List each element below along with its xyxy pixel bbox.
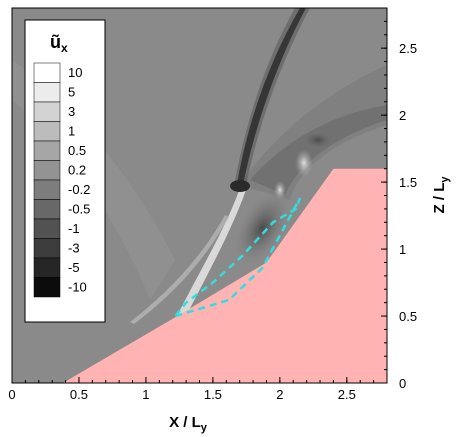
legend-swatch — [33, 277, 61, 298]
y-tick-label: 2 — [399, 108, 406, 123]
legend-swatch — [33, 62, 61, 83]
legend-level-label: -10 — [68, 280, 87, 295]
legend-swatch — [33, 257, 61, 278]
legend-swatch — [33, 238, 61, 259]
bright-pocket-lower — [274, 181, 286, 199]
recirculation-shoulder — [300, 130, 336, 150]
y-tick-label: 2.5 — [399, 41, 417, 56]
shear-layer-bright — [175, 188, 246, 322]
legend-title: ũx — [50, 32, 68, 55]
x-tick-label: 1 — [142, 387, 149, 402]
y-tick-label: 1.5 — [399, 175, 417, 190]
x-tick-label: 0.5 — [70, 387, 88, 402]
legend-swatch — [33, 199, 61, 220]
x-tick-label: 2 — [276, 387, 283, 402]
legend-level-label: 3 — [68, 104, 75, 119]
x-tick-label: 2.5 — [338, 387, 356, 402]
legend-swatch — [33, 160, 61, 181]
legend-level-label: -0.5 — [68, 202, 90, 217]
legend-level-label: -1 — [68, 221, 80, 236]
legend-swatch — [33, 82, 61, 103]
legend-swatch — [33, 218, 61, 239]
legend: ũx 10 5 3 1 0.5 0.2 -0.2 -0.5 -1 -3 -5 -10 — [24, 19, 106, 323]
legend-level-label: 5 — [68, 85, 75, 100]
legend-level-label: 10 — [68, 65, 82, 80]
wall-region — [62, 168, 388, 383]
legend-level-label: -0.2 — [68, 182, 90, 197]
bright-pocket-upper — [295, 149, 313, 177]
y-tick-label: 0 — [399, 376, 406, 391]
x-tick-label: 0 — [8, 387, 15, 402]
legend-level-label: -5 — [68, 260, 80, 275]
legend-level-label: 1 — [68, 124, 75, 139]
legend-swatch — [33, 140, 61, 161]
shock-foot — [230, 180, 250, 192]
oblique-shock-halo — [234, 8, 310, 186]
shear-layer-thin — [130, 215, 229, 324]
legend-level-label: 0.2 — [68, 163, 86, 178]
x-tick-label: 1.5 — [204, 387, 222, 402]
legend-swatch — [33, 179, 61, 200]
cyan-contour-line — [174, 197, 302, 318]
recirculation-core — [234, 191, 290, 265]
y-tick-label: 0.5 — [399, 309, 417, 324]
legend-swatch — [33, 101, 61, 122]
legend-swatch — [33, 121, 61, 142]
y-axis-ticks: 0 0.5 1 1.5 2 2.5 — [381, 20, 417, 391]
x-axis-label: X / Ly — [169, 414, 208, 434]
legend-level-label: -3 — [68, 241, 80, 256]
x-axis-ticks: 0 0.5 1 1.5 2 2.5 — [8, 377, 375, 402]
y-tick-label: 1 — [399, 242, 406, 257]
legend-levels: 10 5 3 1 0.5 0.2 -0.2 -0.5 -1 -3 -5 -10 — [33, 62, 90, 298]
legend-level-label: 0.5 — [68, 143, 86, 158]
y-axis-label: Z / Ly — [431, 176, 451, 214]
contour-band-inner — [250, 105, 387, 195]
